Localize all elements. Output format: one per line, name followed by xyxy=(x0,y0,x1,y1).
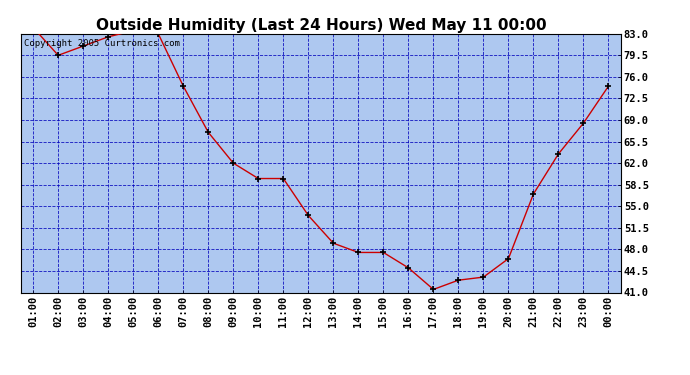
Title: Outside Humidity (Last 24 Hours) Wed May 11 00:00: Outside Humidity (Last 24 Hours) Wed May… xyxy=(95,18,546,33)
Text: Copyright 2005 Curtronics.com: Copyright 2005 Curtronics.com xyxy=(23,39,179,48)
